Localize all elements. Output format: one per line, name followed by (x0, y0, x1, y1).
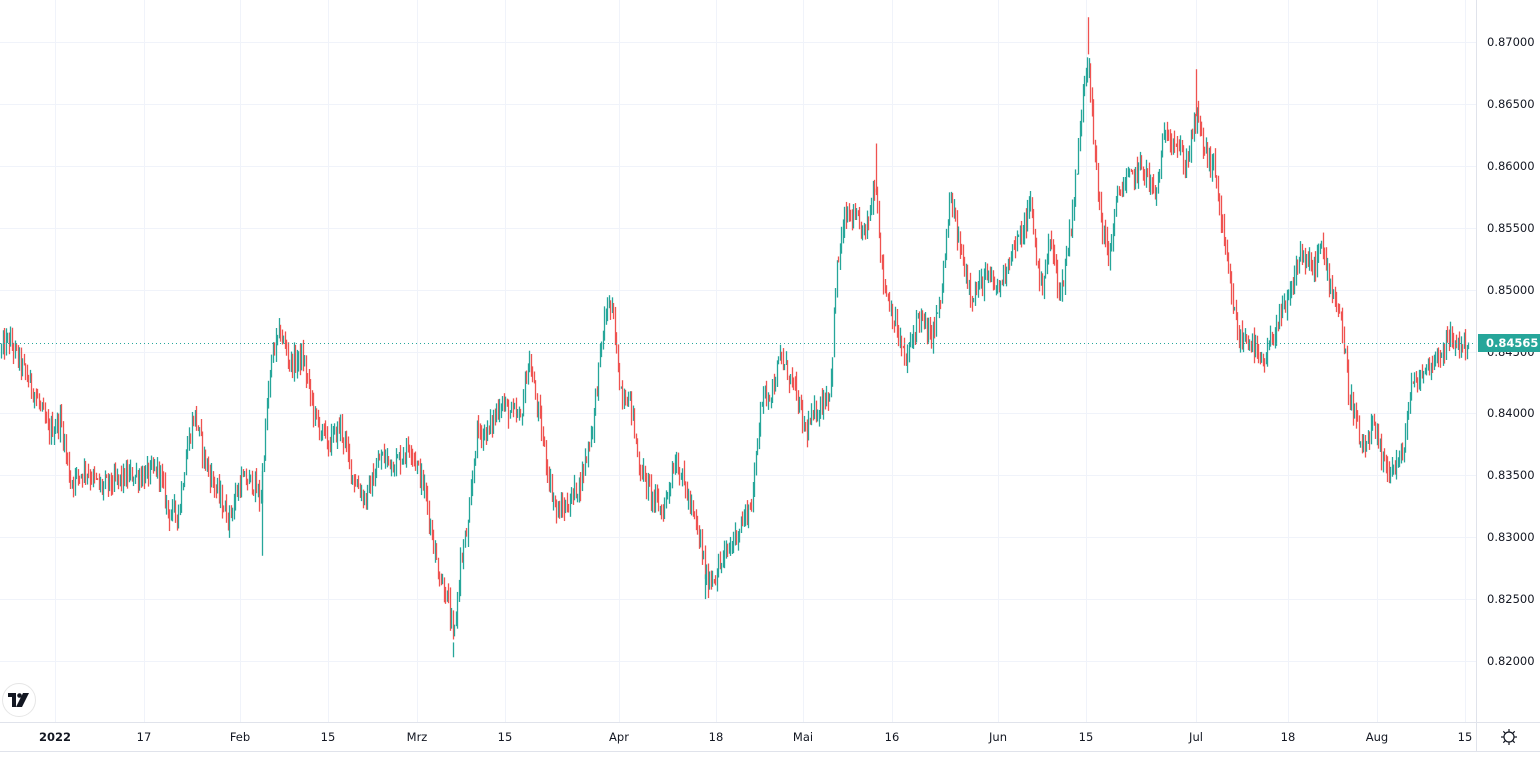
time-tick-label: 15 (497, 730, 513, 744)
time-tick-label: 15 (1078, 730, 1094, 744)
tradingview-logo-icon (8, 693, 29, 707)
time-tick-label: 18 (708, 730, 724, 744)
time-tick-label: Jul (1189, 730, 1203, 744)
time-axis[interactable]: 2022 17 Feb 15 Mrz 15 Apr 18 Mai 16 Jun 15 Jul 18 Aug 1… (0, 722, 1476, 752)
gear-icon (1501, 729, 1517, 745)
candles (0, 17, 1470, 658)
time-tick-label: Aug (1365, 730, 1389, 744)
time-tick-label: Mrz (406, 730, 428, 744)
time-tick-label: 16 (884, 730, 900, 744)
time-tick-label: Feb (229, 730, 251, 744)
price-tick-label: 0.86500 (1487, 96, 1535, 111)
price-tick-label: 0.83000 (1487, 530, 1535, 545)
price-tick-label: 0.85500 (1487, 220, 1535, 235)
price-tick-label: 0.86000 (1487, 158, 1535, 173)
time-tick-label: 15 (320, 730, 336, 744)
time-tick-label: 15 (1457, 730, 1473, 744)
time-tick-label: 2022 (38, 730, 72, 744)
candlestick-chart[interactable] (0, 0, 1476, 722)
price-tick-label: 0.84000 (1487, 406, 1535, 421)
gridlines (0, 0, 1476, 722)
plot-area[interactable] (0, 0, 1476, 722)
time-tick-label: 17 (136, 730, 152, 744)
time-tick-label: Apr (609, 730, 629, 744)
time-tick-label: Mai (792, 730, 814, 744)
price-tick-label: 0.85000 (1487, 282, 1535, 297)
price-tick-label: 0.87000 (1487, 35, 1535, 49)
price-tick-label: 0.83500 (1487, 468, 1535, 483)
price-tick-label: 0.82000 (1487, 654, 1535, 668)
tradingview-logo[interactable] (2, 683, 36, 717)
chart-settings-button[interactable] (1476, 722, 1540, 752)
last-price-badge: 0.84565 (1478, 334, 1540, 353)
price-axis[interactable]: 0.87000 0.86500 0.86000 0.85500 0.85000 0.845… (1476, 0, 1540, 722)
price-tick-label: 0.82500 (1487, 592, 1535, 607)
time-tick-label: Jun (989, 730, 1007, 744)
time-tick-label: 18 (1280, 730, 1296, 744)
